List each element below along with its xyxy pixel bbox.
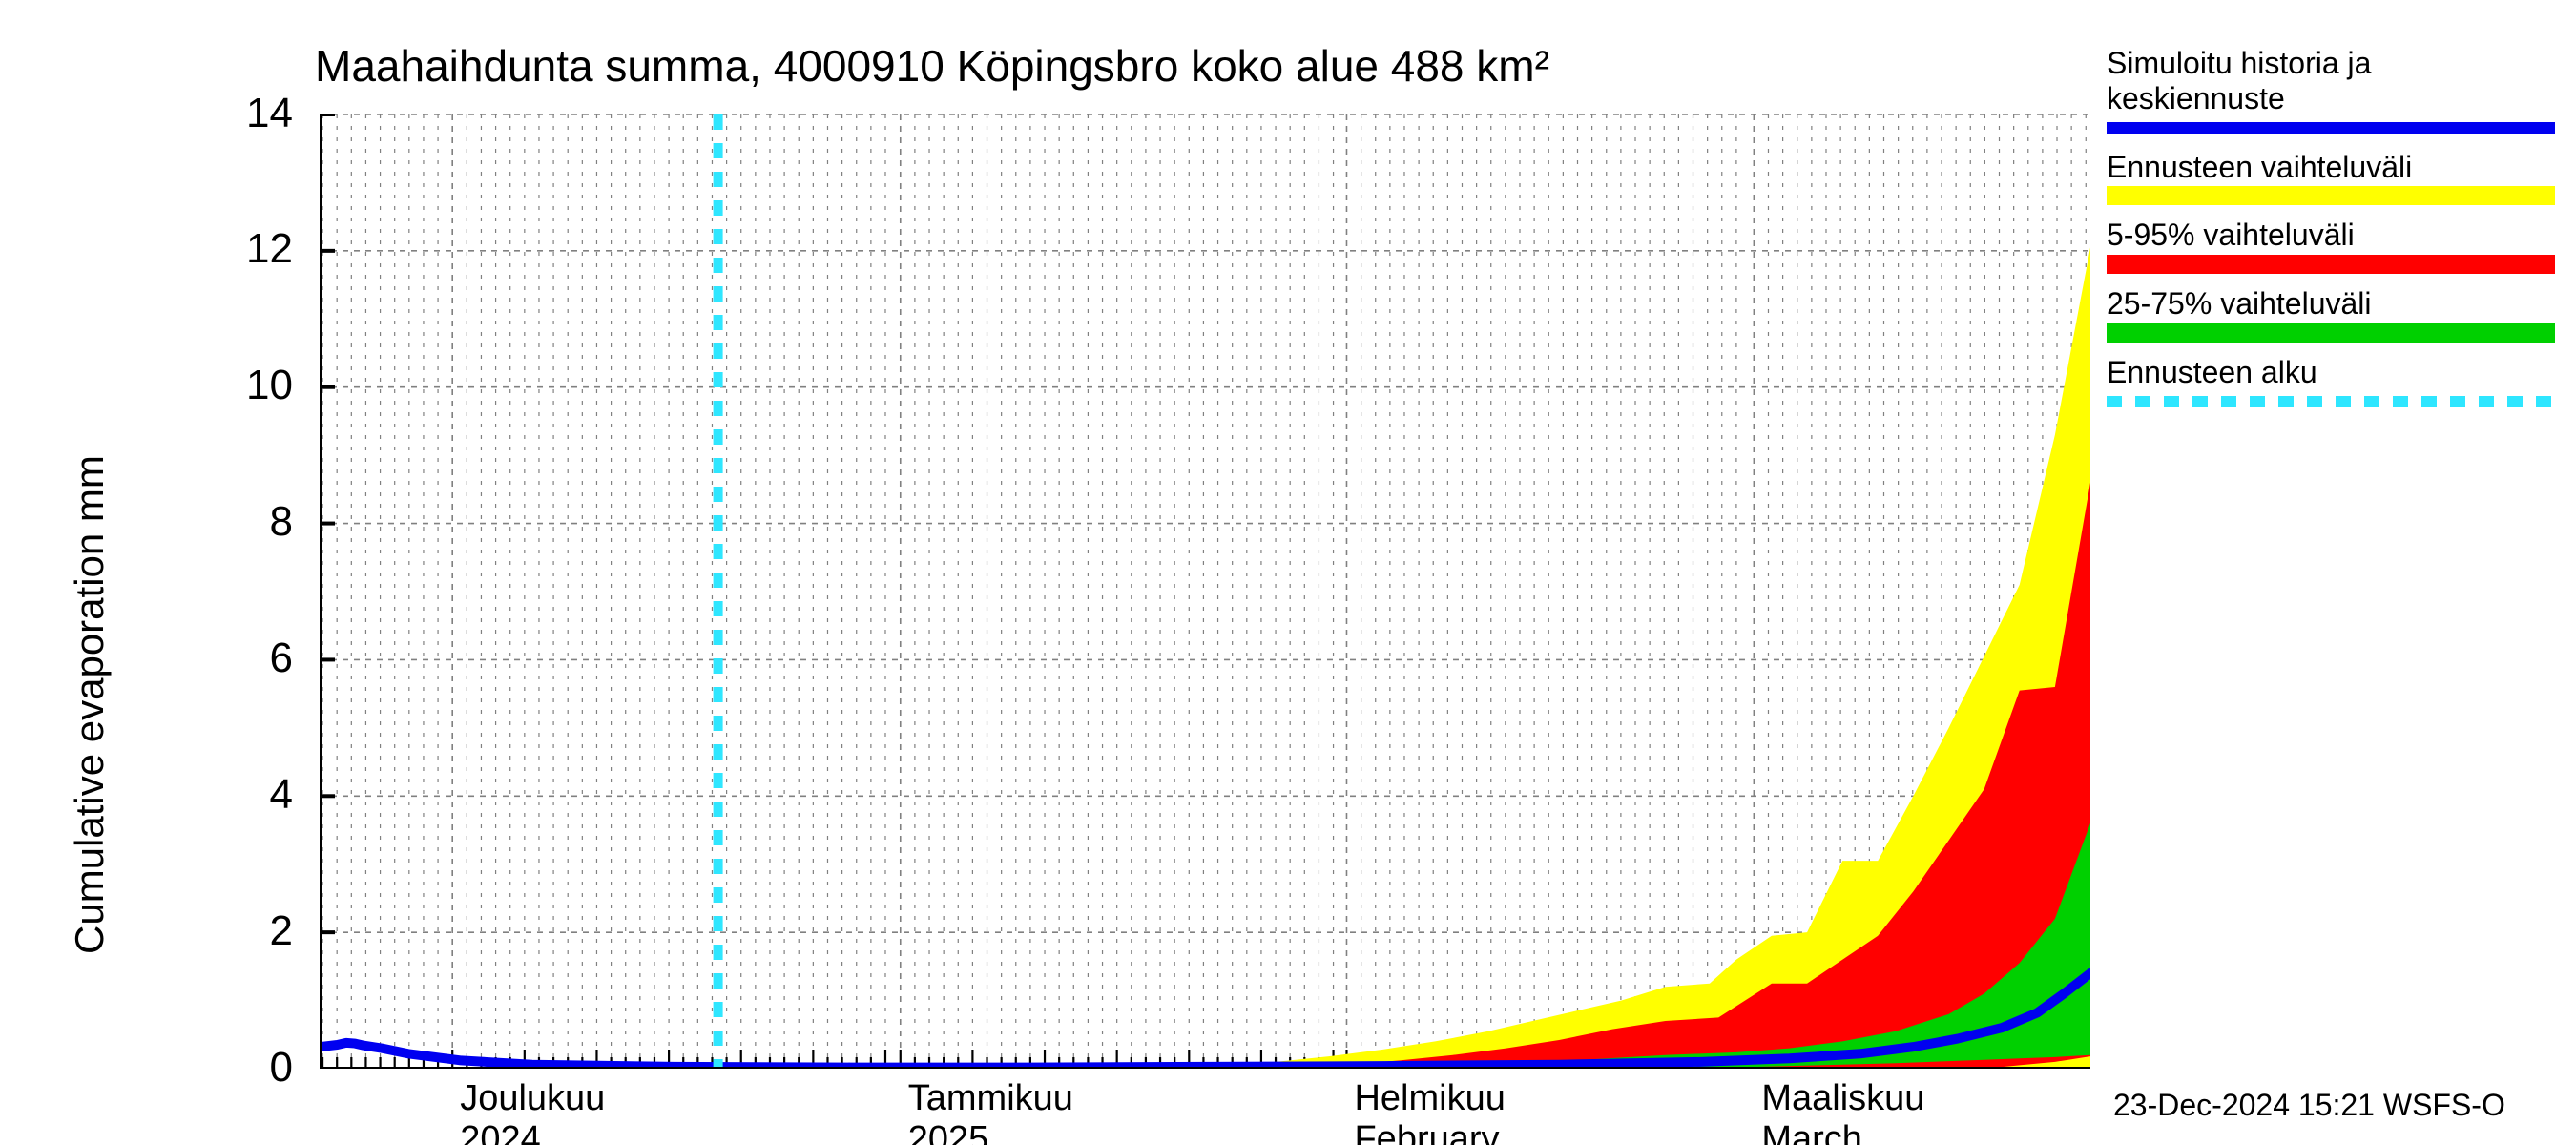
x-axis-month-label: MaaliskuuMarch xyxy=(1761,1078,1924,1145)
legend-item: 5-95% vaihteluväli xyxy=(2107,218,2555,281)
chart-plot-area xyxy=(320,114,2090,1069)
chart-title: Maahaihdunta summa, 4000910 Köpingsbro k… xyxy=(315,40,1549,92)
x-axis-month-label: Joulukuu2024 xyxy=(460,1078,605,1145)
y-tick-label: 0 xyxy=(270,1044,293,1092)
x-axis-month-label: HelmikuuFebruary xyxy=(1354,1078,1505,1145)
legend-item-label: Simuloitu historia ja keskiennuste xyxy=(2107,46,2555,116)
y-tick-label: 10 xyxy=(246,362,293,409)
y-tick-label: 14 xyxy=(246,90,293,137)
legend-swatch xyxy=(2107,184,2555,207)
y-axis-label: Cumulative evaporation mm xyxy=(67,455,113,954)
legend-item: 25-75% vaihteluväli xyxy=(2107,286,2555,349)
y-tick-label: 4 xyxy=(270,771,293,819)
y-tick-label: 2 xyxy=(270,907,293,955)
legend-item-label: Ennusteen alku xyxy=(2107,355,2555,390)
legend-swatch xyxy=(2107,116,2555,139)
legend-swatch xyxy=(2107,390,2555,413)
legend-swatch xyxy=(2107,253,2555,276)
y-tick-label: 12 xyxy=(246,225,293,273)
timestamp-footer: 23-Dec-2024 15:21 WSFS-O xyxy=(2113,1088,2505,1123)
legend-item: Simuloitu historia ja keskiennuste xyxy=(2107,46,2555,144)
y-tick-label: 8 xyxy=(270,498,293,546)
legend-item: Ennusteen alku xyxy=(2107,355,2555,418)
legend-item-label: 25-75% vaihteluväli xyxy=(2107,286,2555,322)
legend-item-label: 5-95% vaihteluväli xyxy=(2107,218,2555,253)
x-axis-month-label: Tammikuu2025 xyxy=(908,1078,1073,1145)
legend-item-label: Ennusteen vaihteluväli xyxy=(2107,150,2555,185)
legend-item: Ennusteen vaihteluväli xyxy=(2107,150,2555,213)
legend-swatch xyxy=(2107,322,2555,344)
y-tick-label: 6 xyxy=(270,635,293,682)
legend: Simuloitu historia ja keskiennuste Ennust… xyxy=(2107,46,2555,424)
chart-root: Maahaihdunta summa, 4000910 Köpingsbro k… xyxy=(0,0,2576,1145)
